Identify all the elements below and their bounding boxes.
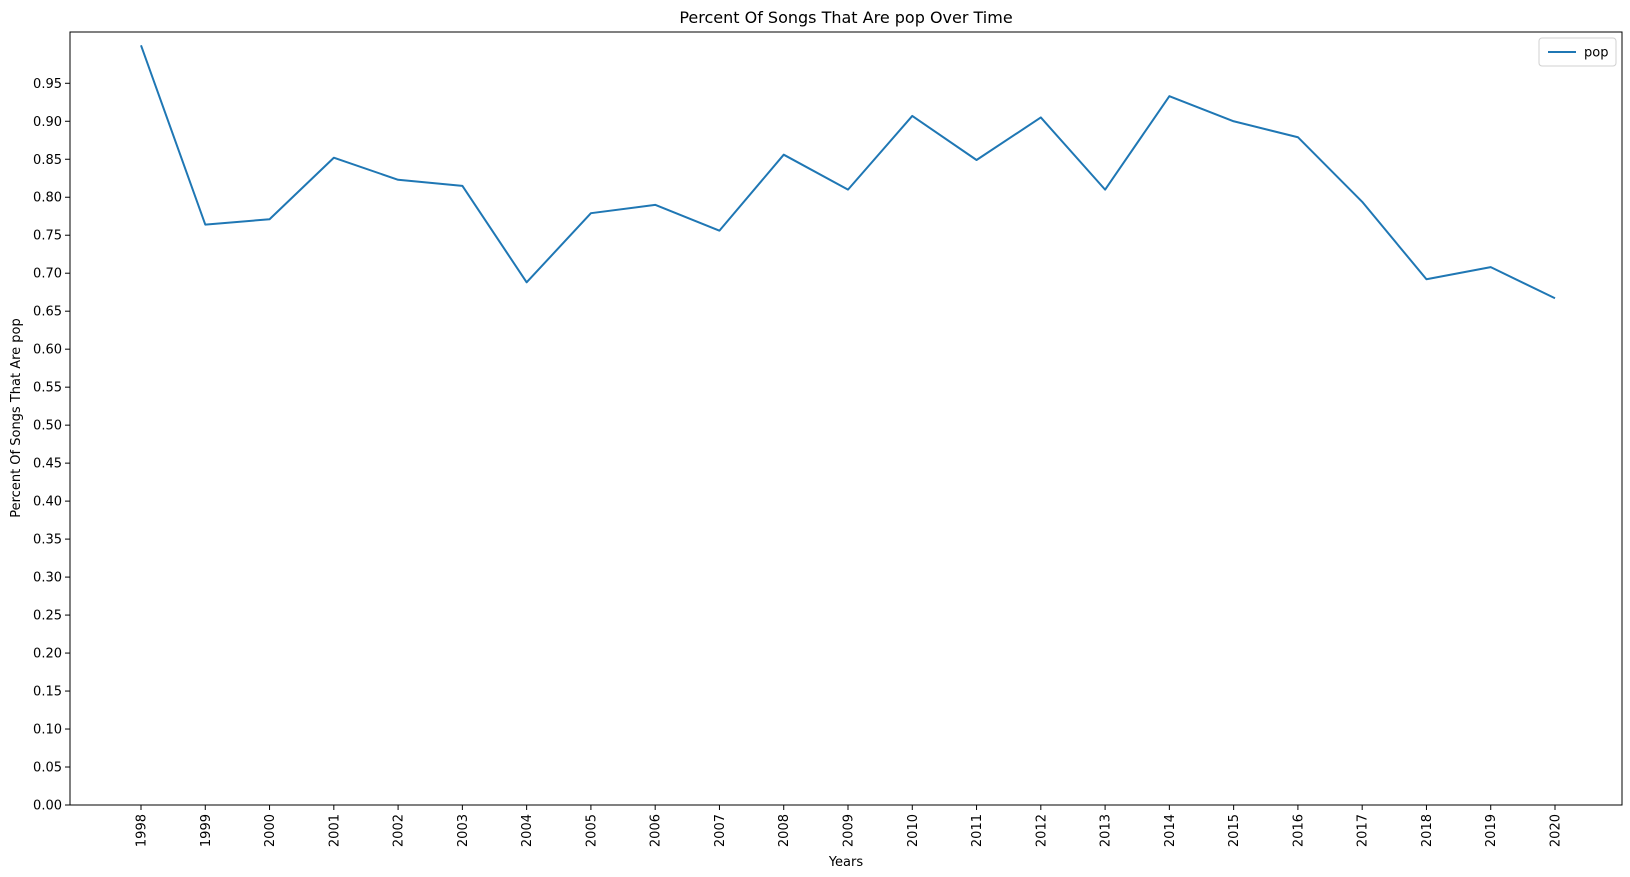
x-tick-label: 2002 [392,814,407,847]
y-tick-label: 0.90 [33,115,62,130]
legend: pop [1538,37,1617,67]
legend-box [1538,37,1617,67]
x-tick-label: 2007 [713,814,728,847]
x-tick-label: 2006 [649,814,664,847]
y-tick-label: 0.75 [33,229,62,244]
x-tick-label: 2011 [970,814,985,847]
x-tick-label: 2004 [520,814,535,847]
x-tick-label: 1998 [135,814,150,847]
y-tick-label: 0.70 [33,267,62,282]
y-tick-label: 0.40 [33,495,62,510]
y-tick-label: 0.10 [33,723,62,738]
axes [69,31,1623,806]
chart-title: Percent Of Songs That Are pop Over Time [679,8,1012,27]
series-line-pop [140,44,1556,300]
x-tick-label: 2020 [1549,814,1564,847]
y-tick-label: 0.55 [33,381,62,396]
y-tick-label: 0.65 [33,305,62,320]
x-tick-label: 2015 [1227,814,1242,847]
plot-frame [69,31,1623,806]
x-tick-label: 2010 [906,814,921,847]
x-tick-label: 2000 [263,814,278,847]
y-tick-label: 0.80 [33,191,62,206]
y-tick-label: 0.15 [33,685,62,700]
x-tick-label: 2008 [777,814,792,847]
x-tick-label: 2018 [1420,814,1435,847]
x-tick-label: 2013 [1099,814,1114,847]
x-tick-label: 1999 [199,814,214,847]
x-tick-label: 2005 [584,814,599,847]
y-tick-label: 0.35 [33,533,62,548]
x-tick-label: 2014 [1163,814,1178,847]
y-tick-label: 0.95 [33,77,62,92]
y-tick-label: 0.60 [33,343,62,358]
series-lines [140,44,1556,300]
x-tick-label: 2019 [1484,814,1499,847]
y-tick-label: 0.45 [33,457,62,472]
y-tick-label: 0.05 [33,761,62,776]
x-tick-label: 2009 [842,814,857,847]
x-axis-label: Years [828,855,864,870]
y-tick-label: 0.85 [33,153,62,168]
x-tick-label: 2001 [327,814,342,847]
y-axis-label: Percent Of Songs That Are pop [9,318,24,518]
x-tick-label: 2012 [1034,814,1049,847]
tick-labels: 0.00 0.05 0.10 0.15 0.20 0.25 0.30 0.35 0.40 0.45… [33,77,1563,847]
y-tick-label: 0.25 [33,609,62,624]
y-tick-label: 0.00 [33,799,62,814]
y-tick-label: 0.50 [33,419,62,434]
x-tick-label: 2016 [1291,814,1306,847]
y-tick-label: 0.30 [33,571,62,586]
x-tick-label: 2017 [1356,814,1371,847]
x-tick-label: 2003 [456,814,471,847]
legend-label: pop [1584,46,1608,61]
y-tick-label: 0.20 [33,647,62,662]
